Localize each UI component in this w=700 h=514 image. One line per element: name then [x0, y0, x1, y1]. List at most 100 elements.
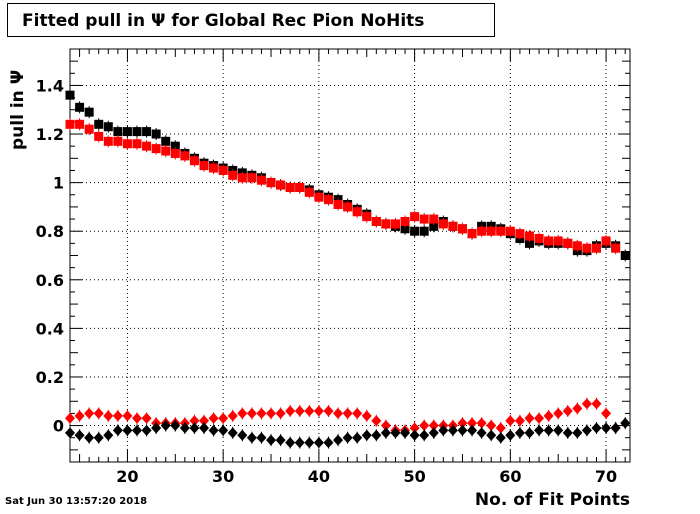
data-point-diamond	[553, 407, 564, 419]
data-point-diamond	[581, 424, 592, 436]
data-point-square	[477, 226, 487, 236]
data-point-diamond	[208, 424, 219, 436]
data-point-diamond	[505, 415, 516, 427]
data-point-square	[266, 178, 276, 188]
x-axis-label: No. of Fit Points	[474, 490, 630, 510]
y-tick-label: 0.4	[36, 319, 64, 338]
data-point-square	[438, 219, 448, 229]
data-point-square	[534, 233, 544, 243]
data-point-square	[103, 122, 113, 132]
data-point-square	[276, 180, 286, 190]
data-point-diamond	[514, 427, 525, 439]
data-point-square	[180, 151, 190, 161]
data-point-square	[400, 216, 410, 226]
data-point-square	[448, 221, 458, 231]
data-point-square	[170, 148, 180, 158]
data-point-diamond	[65, 412, 75, 424]
data-point-diamond	[151, 422, 162, 434]
data-point-diamond	[323, 437, 334, 449]
y-tick-label: 1	[53, 174, 64, 193]
data-point-diamond	[342, 407, 353, 419]
timestamp: Sat Jun 30 13:57:20 2018	[5, 496, 148, 507]
data-point-square	[304, 187, 314, 197]
data-point-diamond	[84, 407, 95, 419]
data-point-diamond	[227, 427, 238, 439]
data-point-diamond	[352, 407, 363, 419]
data-point-diamond	[170, 420, 181, 432]
data-point-diamond	[313, 437, 324, 449]
data-point-diamond	[112, 410, 123, 422]
data-point-diamond	[199, 422, 210, 434]
data-point-diamond	[266, 434, 277, 446]
data-point-diamond	[476, 427, 487, 439]
data-point-diamond	[160, 420, 171, 432]
data-point-diamond	[524, 427, 535, 439]
data-point-diamond	[591, 422, 602, 434]
data-point-diamond	[256, 407, 267, 419]
data-point-diamond	[218, 412, 229, 424]
data-point-diamond	[227, 410, 238, 422]
data-point-diamond	[447, 424, 458, 436]
data-point-square	[103, 136, 113, 146]
data-point-diamond	[524, 412, 535, 424]
data-point-square	[524, 238, 534, 248]
y-tick-label: 1.4	[36, 76, 64, 95]
data-point-square	[362, 212, 372, 222]
data-point-diamond	[141, 412, 152, 424]
data-point-diamond	[505, 429, 516, 441]
data-point-square	[496, 226, 506, 236]
data-point-diamond	[543, 410, 554, 422]
data-point-square	[228, 170, 238, 180]
data-point-square	[429, 214, 439, 224]
data-point-diamond	[93, 407, 104, 419]
data-point-diamond	[122, 424, 133, 436]
data-point-square	[84, 124, 94, 134]
data-point-diamond	[93, 432, 104, 444]
data-point-square	[122, 139, 132, 149]
data-point-square	[410, 226, 420, 236]
data-point-square	[563, 238, 573, 248]
data-point-square	[295, 182, 305, 192]
data-point-diamond	[285, 437, 296, 449]
data-point-square	[161, 136, 171, 146]
plot-frame	[69, 48, 631, 463]
data-point-diamond	[562, 405, 573, 417]
data-point-diamond	[237, 407, 248, 419]
data-point-diamond	[256, 432, 267, 444]
data-point-diamond	[352, 432, 363, 444]
data-point-diamond	[476, 417, 487, 429]
data-point-diamond	[467, 417, 478, 429]
data-point-square	[94, 131, 104, 141]
data-point-square	[65, 119, 75, 129]
data-point-square	[189, 156, 199, 166]
data-point-diamond	[514, 415, 525, 427]
data-point-square	[553, 236, 563, 246]
data-point-diamond	[323, 405, 334, 417]
data-point-diamond	[141, 424, 152, 436]
data-point-square	[419, 226, 429, 236]
data-point-square	[582, 243, 592, 253]
y-axis-label: pull in Ψ	[8, 69, 28, 150]
data-point-diamond	[581, 398, 592, 410]
data-point-square	[381, 219, 391, 229]
data-point-diamond	[285, 405, 296, 417]
data-point-square	[620, 251, 630, 260]
data-point-square	[75, 119, 85, 129]
data-point-square	[161, 146, 171, 156]
y-tick-label: 0	[53, 417, 64, 436]
data-point-square	[151, 144, 161, 154]
x-tick-label: 40	[308, 467, 330, 486]
data-point-diamond	[419, 420, 430, 432]
data-point-square	[65, 90, 75, 100]
data-point-diamond	[534, 412, 545, 424]
data-point-diamond	[486, 429, 497, 441]
data-point-square	[256, 175, 266, 185]
data-point-diamond	[132, 424, 143, 436]
x-tick-label: 30	[212, 467, 234, 486]
data-point-diamond	[400, 427, 411, 439]
data-point-diamond	[294, 405, 305, 417]
data-point-diamond	[601, 407, 612, 419]
data-point-diamond	[601, 422, 612, 434]
data-point-square	[544, 236, 554, 246]
